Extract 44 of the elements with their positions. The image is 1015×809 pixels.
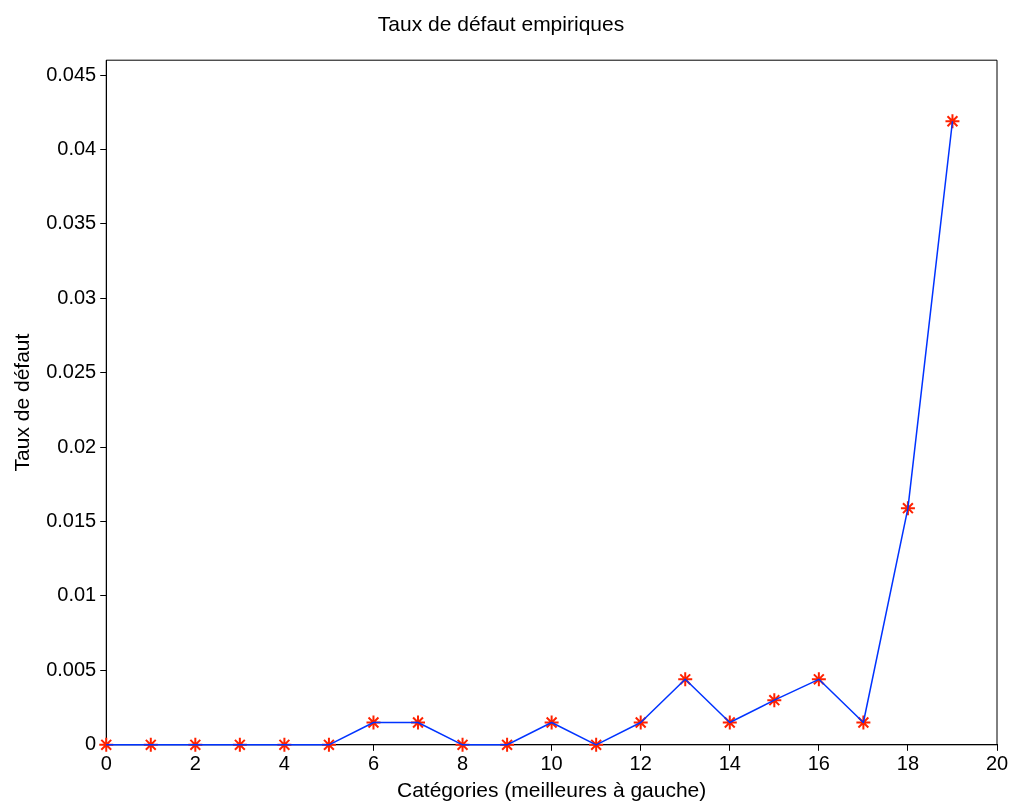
x-tick-label: 16 (807, 752, 830, 775)
x-tick-label: 14 (718, 752, 741, 775)
point (187, 736, 204, 753)
x-tick-label: 2 (189, 752, 201, 775)
y-tick-label: 0.005 (46, 657, 97, 680)
point (276, 736, 293, 753)
x-axis-title: Catégories (meilleures à gauche) (396, 778, 707, 802)
point (142, 736, 159, 753)
point (365, 714, 382, 731)
y-axis-title: Taux de défaut (10, 333, 34, 472)
point (899, 500, 916, 517)
point (231, 736, 248, 753)
point (454, 736, 471, 753)
x-tick-label: 20 (985, 752, 1009, 775)
y-tick-label: 0.015 (46, 509, 97, 532)
x-tick-label: 10 (540, 752, 563, 775)
x-tick-label: 12 (629, 752, 652, 775)
y-tick-label: 0.04 (57, 137, 97, 160)
y-tick-label: 0 (85, 732, 97, 755)
y-tick-label: 0.035 (46, 211, 97, 234)
point (766, 692, 783, 709)
x-tick-label: 6 (367, 752, 380, 775)
y-tick-label: 0.045 (46, 62, 97, 85)
point (855, 714, 872, 731)
point (721, 714, 738, 731)
point (810, 671, 827, 688)
chart-title: Taux de défaut empiriques (377, 12, 625, 36)
point (98, 736, 115, 753)
y-tick-label: 0.02 (57, 434, 97, 457)
point (944, 113, 961, 130)
x-tick-label: 4 (278, 752, 290, 775)
point (632, 714, 649, 731)
point (543, 714, 560, 731)
y-tick-label: 0.025 (46, 360, 97, 383)
y-tick-label: 0.03 (57, 285, 97, 308)
point (320, 736, 337, 753)
point (410, 714, 427, 731)
point (499, 736, 516, 753)
point (588, 736, 605, 753)
y-tick-label: 0.01 (57, 583, 97, 606)
x-tick-label: 18 (896, 752, 920, 775)
point (677, 671, 694, 688)
x-tick-label: 0 (100, 752, 112, 775)
x-tick-label: 8 (456, 752, 469, 775)
